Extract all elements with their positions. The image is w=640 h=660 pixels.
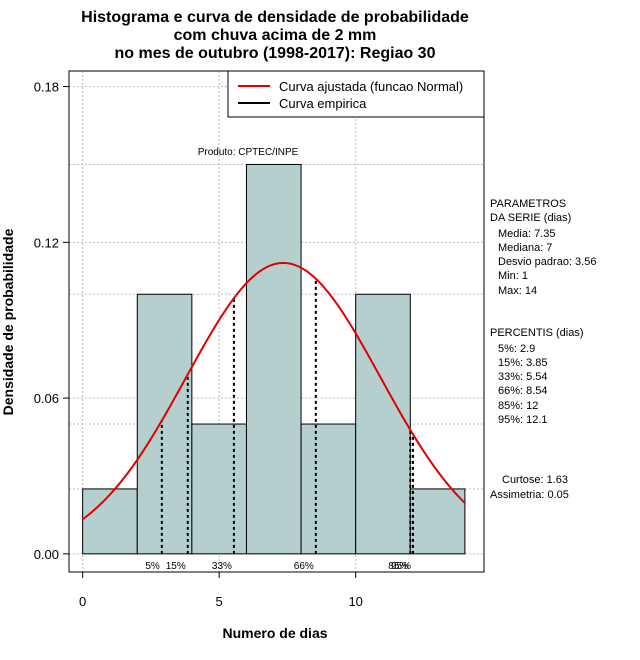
perc-5: 5%: 2.9: [498, 343, 535, 355]
perc-15: 15%: 3.85: [498, 357, 548, 369]
param-header-1: PARAMETROS: [490, 198, 566, 210]
param-header-2: DA SERIE (dias): [490, 212, 571, 224]
legend-label-empirical: Curva empirica: [279, 96, 367, 111]
histogram-bar-0: [82, 488, 138, 555]
histogram-bar-1: [136, 293, 193, 555]
y-tick-label-1: 0.06: [34, 391, 59, 406]
x-axis-title: Numero de dias: [222, 625, 327, 641]
series-parameters: PARAMETROS DA SERIE (dias) Media: 7.35 M…: [490, 198, 596, 297]
perc-66: 66%: 8.54: [498, 385, 548, 397]
skewness: Assimetria: 0.05: [490, 489, 569, 501]
histogram-bar-4: [300, 423, 357, 555]
x-tick-label-2: 10: [348, 594, 362, 609]
chart-title-line-1: Histograma e curva de densidade de proba…: [81, 9, 469, 26]
legend-label-normal: Curva ajustada (funcao Normal): [279, 79, 463, 94]
perc-85: 85%: 12: [498, 400, 538, 412]
histogram-bars: [82, 163, 466, 555]
histogram-bar-6: [409, 488, 466, 555]
y-axis-title: Densidade de probabilidade: [0, 228, 16, 415]
kurtosis: Curtose: 1.63: [502, 474, 568, 486]
normal-curve-layer: [82, 261, 466, 521]
percentile-label-15%: 15%: [166, 561, 186, 572]
y-tick-label-3: 0.18: [34, 80, 59, 95]
product-annotation: Produto: CPTEC/INPE: [198, 147, 299, 158]
perc-header: PERCENTIS (dias): [490, 327, 584, 339]
percentile-lines: 5% 15% 33% 66% 85%95%: [145, 278, 415, 572]
param-median: Mediana: 7: [498, 242, 552, 254]
percentiles-block: PERCENTIS (dias) 5%: 2.9 15%: 3.85 33%: …: [490, 327, 584, 426]
histogram-bar-3: [245, 163, 302, 555]
chart-title-line-2: com chuva acima de 2 mm: [174, 27, 377, 44]
percentile-label-95%: 95%: [391, 561, 411, 572]
param-mean: Media: 7.35: [498, 228, 555, 240]
percentile-label-33%: 33%: [212, 561, 232, 572]
param-sd: Desvio padrao: 3.56: [498, 256, 596, 268]
param-min: Min: 1: [498, 270, 528, 282]
histogram-bar-2: [191, 423, 247, 555]
normal-curve: [82, 261, 466, 521]
percentile-label-66%: 66%: [294, 561, 314, 572]
chart-title-line-3: no mes de outubro (1998-2017): Regiao 30: [115, 45, 436, 62]
percentile-label-85%: 85%: [388, 561, 408, 572]
legend-box: [227, 70, 485, 118]
x-tick-label-1: 5: [216, 594, 223, 609]
y-tick-label-0: 0.00: [34, 547, 59, 562]
param-max: Max: 14: [498, 285, 537, 297]
histogram-bar-5: [355, 293, 411, 555]
x-tick-label-0: 0: [79, 594, 86, 609]
perc-33: 33%: 5.54: [498, 371, 548, 383]
y-tick-label-2: 0.12: [34, 235, 59, 250]
legend: Curva ajustada (funcao Normal) Curva emp…: [227, 70, 485, 118]
perc-95: 95%: 12.1: [498, 414, 548, 426]
percentile-label-5%: 5%: [145, 561, 160, 572]
